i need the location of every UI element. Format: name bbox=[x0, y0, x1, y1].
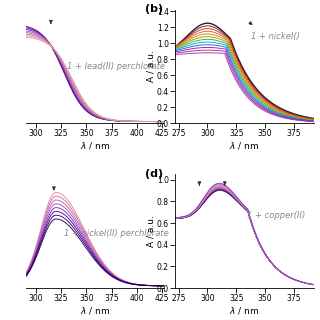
X-axis label: $\lambda$ / nm: $\lambda$ / nm bbox=[229, 140, 260, 151]
Text: 1 + copper(II): 1 + copper(II) bbox=[247, 211, 305, 220]
Text: (b): (b) bbox=[145, 4, 163, 14]
Text: 1 + lead(II) perchlorate: 1 + lead(II) perchlorate bbox=[67, 62, 165, 71]
X-axis label: $\lambda$ / nm: $\lambda$ / nm bbox=[80, 305, 110, 316]
Text: 1 + nickel(): 1 + nickel() bbox=[251, 32, 300, 41]
X-axis label: $\lambda$ / nm: $\lambda$ / nm bbox=[80, 140, 110, 151]
Y-axis label: A / a.u.: A / a.u. bbox=[146, 51, 156, 82]
Y-axis label: A / a.u.: A / a.u. bbox=[146, 215, 156, 247]
X-axis label: $\lambda$ / nm: $\lambda$ / nm bbox=[229, 305, 260, 316]
Text: (d): (d) bbox=[145, 169, 163, 179]
Text: 1 + nickel(II) perchlorate: 1 + nickel(II) perchlorate bbox=[64, 229, 169, 238]
